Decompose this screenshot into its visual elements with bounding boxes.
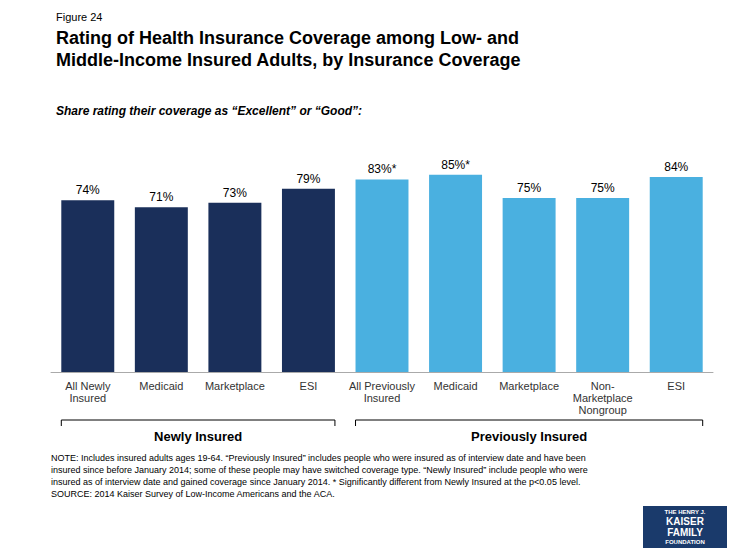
svg-text:All Newly: All Newly [65, 380, 111, 392]
svg-text:Newly Insured: Newly Insured [154, 429, 242, 444]
svg-text:insured as of interview date a: insured as of interview date and gained … [51, 477, 580, 487]
svg-text:75%: 75% [591, 181, 615, 195]
svg-text:75%: 75% [517, 181, 541, 195]
svg-text:SOURCE: 2014 Kaiser Survey of: SOURCE: 2014 Kaiser Survey of Low-Income… [51, 489, 335, 499]
svg-text:Non-: Non- [591, 380, 615, 392]
svg-text:FAMILY: FAMILY [667, 527, 703, 538]
svg-text:Marketplace: Marketplace [205, 380, 265, 392]
svg-text:Marketplace: Marketplace [573, 392, 633, 404]
svg-text:NOTE: Includes insured adults: NOTE: Includes insured adults ages 19-64… [51, 453, 586, 463]
svg-text:Insured: Insured [364, 392, 401, 404]
svg-text:Nongroup: Nongroup [579, 404, 627, 416]
svg-text:85%*: 85%* [441, 158, 470, 172]
svg-text:Share rating their coverage as: Share rating their coverage as “Excellen… [56, 104, 362, 118]
svg-text:Rating of Health Insurance Cov: Rating of Health Insurance Coverage amon… [56, 28, 519, 48]
svg-text:74%: 74% [76, 183, 100, 197]
svg-text:Medicaid: Medicaid [139, 380, 183, 392]
svg-text:ESI: ESI [667, 380, 685, 392]
svg-text:Marketplace: Marketplace [499, 380, 559, 392]
svg-text:Figure 24: Figure 24 [56, 11, 102, 23]
svg-text:KAISER: KAISER [666, 516, 705, 527]
svg-text:THE HENRY J.: THE HENRY J. [664, 509, 705, 515]
svg-text:Medicaid: Medicaid [434, 380, 478, 392]
svg-text:Previously Insured: Previously Insured [471, 429, 587, 444]
svg-text:FOUNDATION: FOUNDATION [665, 539, 705, 545]
svg-text:Middle-Income Insured Adults,: Middle-Income Insured Adults, by Insuran… [56, 50, 520, 70]
svg-text:79%: 79% [296, 172, 320, 186]
svg-text:84%: 84% [664, 160, 688, 174]
svg-text:All Previously: All Previously [349, 380, 416, 392]
svg-text:71%: 71% [149, 190, 173, 204]
svg-text:83%*: 83%* [368, 162, 397, 176]
svg-text:ESI: ESI [300, 380, 318, 392]
svg-text:Insured: Insured [69, 392, 106, 404]
svg-text:73%: 73% [223, 186, 247, 200]
svg-text:insured since before January 2: insured since before January 2014; some … [51, 465, 588, 475]
